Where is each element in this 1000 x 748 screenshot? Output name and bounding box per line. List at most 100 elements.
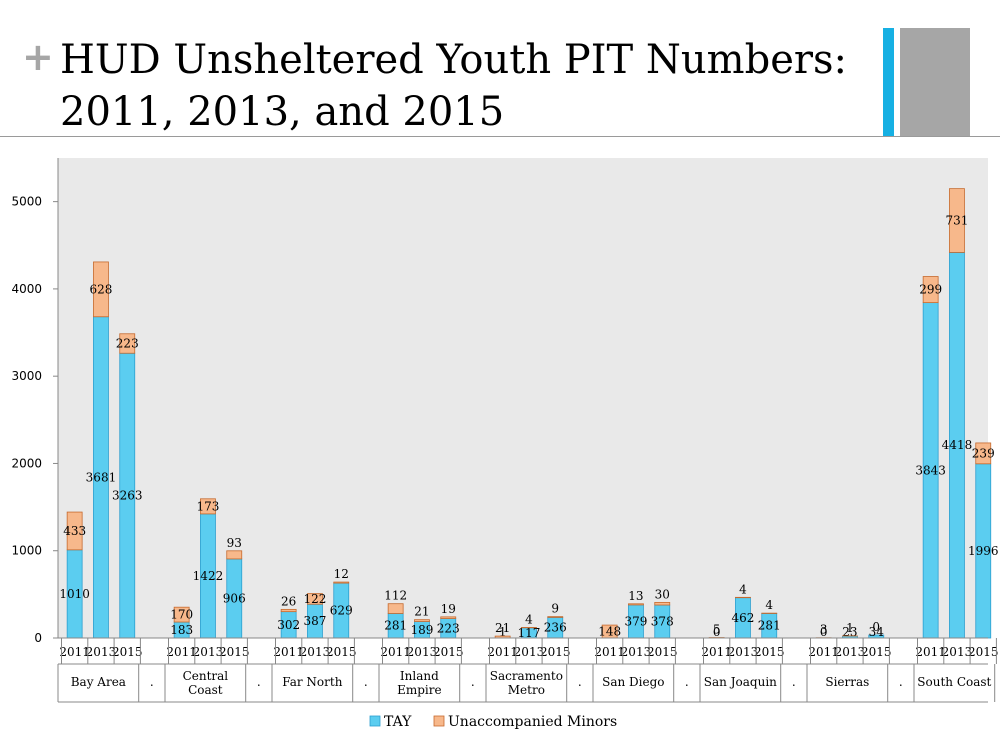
x-year-label: 2011 <box>166 645 197 659</box>
data-label: 731 <box>945 214 968 228</box>
data-label: 379 <box>624 614 647 628</box>
x-year-label: 2011 <box>59 645 90 659</box>
x-year-label: 2015 <box>326 645 357 659</box>
legend-label-tay: TAY <box>384 714 412 730</box>
bar-minors-inland-empire-2011 <box>387 603 404 614</box>
data-label: 112 <box>384 589 407 603</box>
x-separator-label: . <box>364 675 368 689</box>
data-label: 4 <box>765 598 773 612</box>
data-label: 4 <box>525 612 533 626</box>
accent-bar-gray <box>900 28 970 136</box>
x-year-label: 2015 <box>219 645 250 659</box>
data-label: 170 <box>170 608 193 622</box>
y-tick-label: 5000 <box>11 195 42 209</box>
x-group-label: Metro <box>508 683 545 697</box>
legend-swatch-minors <box>433 715 445 727</box>
bar-minors-south-coast-2011 <box>922 276 939 304</box>
data-label: 1010 <box>59 587 90 601</box>
bar-minors-south-coast-2015 <box>975 442 992 465</box>
slide-title: HUD Unsheltered Youth PIT Numbers: 2011,… <box>60 34 860 138</box>
data-label: 21 <box>414 605 429 619</box>
bar-minors-far-north-2015 <box>333 581 350 584</box>
x-year-label: 2015 <box>112 645 143 659</box>
x-year-label: 2013 <box>86 645 117 659</box>
bar-minors-inland-empire-2013 <box>414 619 430 622</box>
data-label: 117 <box>517 626 540 640</box>
x-year-label: 2015 <box>968 645 999 659</box>
data-label: 223 <box>116 336 139 350</box>
legend-swatch-tay <box>369 715 381 727</box>
data-label: 281 <box>758 619 781 633</box>
y-tick-label: 3000 <box>11 369 42 383</box>
data-label: 12 <box>334 567 349 581</box>
data-label: 13 <box>628 589 643 603</box>
x-year-label: 2013 <box>728 645 759 659</box>
x-group-label: San Joaquin <box>704 675 777 689</box>
bar-minors-south-coast-2013 <box>949 188 965 253</box>
accent-bar-blue <box>883 28 894 136</box>
data-label: 19 <box>441 602 456 616</box>
x-group-label: Far North <box>282 675 343 689</box>
y-tick-label: 0 <box>34 631 42 645</box>
x-group-label: San Diego <box>602 675 664 689</box>
bar-minors-san-diego-2013 <box>628 603 644 606</box>
x-separator-label: . <box>150 675 154 689</box>
data-label: 3 <box>820 623 828 637</box>
data-label: 93 <box>227 536 242 550</box>
x-separator-label: . <box>578 675 582 689</box>
bar-minors-far-north-2013 <box>307 593 323 605</box>
bar-minors-san-diego-2015 <box>654 601 671 606</box>
data-label: 26 <box>281 594 296 608</box>
x-year-label: 2013 <box>514 645 545 659</box>
data-label: 1422 <box>193 569 224 583</box>
stacked-bar-chart: 0100020003000400050001010433201136816282… <box>11 158 999 730</box>
x-year-label: 2015 <box>861 645 892 659</box>
data-label: 236 <box>544 621 567 635</box>
data-label: 3263 <box>112 489 143 503</box>
x-group-label: Coast <box>188 683 223 697</box>
plus-icon: + <box>22 35 54 79</box>
x-group-label: Inland <box>400 669 439 683</box>
data-label: 30 <box>655 587 670 601</box>
data-label: 281 <box>384 619 407 633</box>
bar-minors-far-north-2011 <box>280 608 297 613</box>
data-label: 378 <box>651 615 674 629</box>
x-year-label: 2013 <box>621 645 652 659</box>
data-label: 5 <box>713 623 721 637</box>
data-label: 122 <box>303 592 326 606</box>
x-group-label: South Coast <box>917 675 991 689</box>
bar-minors-bay-area-2013 <box>93 261 109 318</box>
x-separator-label: . <box>792 675 796 689</box>
y-tick-label: 2000 <box>11 456 42 470</box>
legend-label-minors: Unaccompanied Minors <box>448 714 617 730</box>
x-year-label: 2013 <box>300 645 331 659</box>
x-group-label: Empire <box>397 683 442 697</box>
plot-area <box>58 158 988 638</box>
data-label: 239 <box>972 446 995 460</box>
x-year-label: 2011 <box>380 645 411 659</box>
x-group-label: Sacramento <box>490 669 563 683</box>
x-separator-label: . <box>471 675 475 689</box>
title-line-2: 2011, 2013, and 2015 <box>60 89 505 135</box>
data-label: 4418 <box>942 438 973 452</box>
x-year-label: 2015 <box>433 645 464 659</box>
y-tick-label: 4000 <box>11 282 42 296</box>
data-label: 299 <box>919 283 942 297</box>
bar-minors-central-coast-2013 <box>200 498 216 515</box>
x-year-label: 2011 <box>915 645 946 659</box>
data-label: 21 <box>495 621 510 635</box>
data-label: 3843 <box>915 463 946 477</box>
bar-minors-inland-empire-2015 <box>440 616 457 619</box>
title-line-1: HUD Unsheltered Youth PIT Numbers: <box>60 37 847 83</box>
data-label: 183 <box>170 623 193 637</box>
x-year-label: 2015 <box>540 645 571 659</box>
x-year-label: 2011 <box>273 645 304 659</box>
y-tick-label: 1000 <box>11 544 42 558</box>
data-label: 1996 <box>968 544 999 558</box>
x-year-label: 2013 <box>407 645 438 659</box>
bar-minors-central-coast-2011 <box>173 606 190 623</box>
data-label: 0 <box>872 620 880 634</box>
data-label: 189 <box>410 623 433 637</box>
bar-minors-bay-area-2011 <box>66 511 83 551</box>
data-label: 1 <box>846 621 854 635</box>
